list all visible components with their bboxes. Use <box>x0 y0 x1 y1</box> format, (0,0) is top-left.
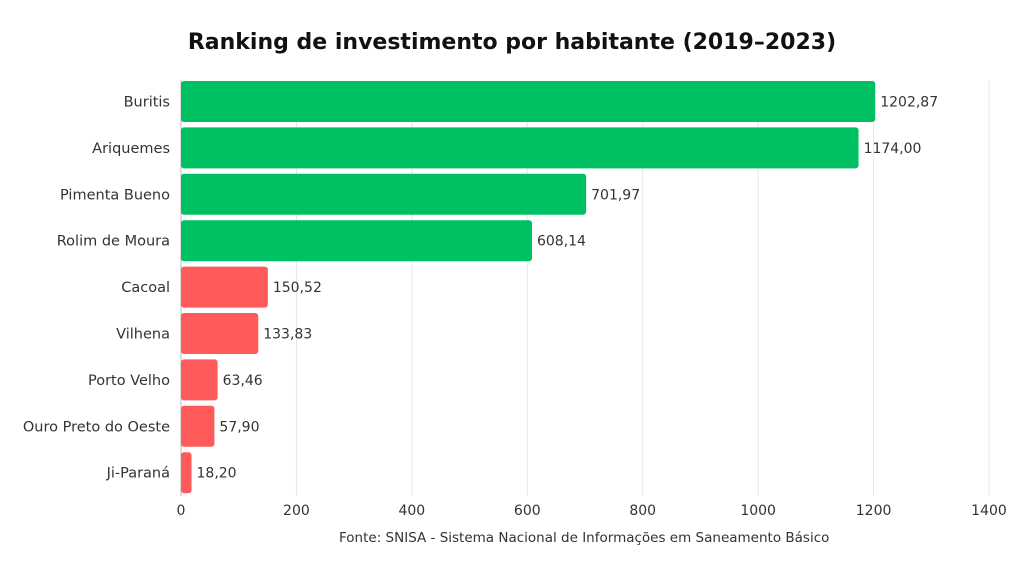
bar-ariquemes <box>181 127 859 169</box>
bar-rolim-de-moura <box>181 220 532 262</box>
category-label: Ouro Preto do Oeste <box>23 419 170 435</box>
x-tick-label: 200 <box>283 503 310 519</box>
x-tick-label: 0 <box>177 503 186 519</box>
category-label: Ji-Paraná <box>106 466 170 482</box>
bars <box>181 81 876 494</box>
value-label: 608,14 <box>537 234 586 250</box>
value-label: 1202,87 <box>880 95 938 111</box>
x-tick-label: 800 <box>629 503 656 519</box>
bar-porto-velho <box>181 359 218 401</box>
x-tick-label: 1400 <box>971 503 1007 519</box>
category-label: Rolim de Moura <box>57 234 170 250</box>
chart-source: Fonte: SNISA - Sistema Nacional de Infor… <box>339 530 830 546</box>
bar-ouro-preto-do-oeste <box>181 405 215 447</box>
chart-title: Ranking de investimento por habitante (2… <box>187 30 837 55</box>
x-tick-label: 400 <box>398 503 425 519</box>
category-label: Pimenta Bueno <box>60 187 170 203</box>
bar-ji-paran- <box>181 452 192 494</box>
category-label: Cacoal <box>121 280 170 296</box>
value-label: 1174,00 <box>864 141 922 157</box>
bar-pimenta-bueno <box>181 173 587 215</box>
bar-vilhena <box>181 313 259 354</box>
category-label: Buritis <box>124 95 170 111</box>
category-label: Porto Velho <box>88 373 170 389</box>
value-label: 63,46 <box>223 373 263 389</box>
value-label: 57,90 <box>219 419 259 435</box>
value-label: 18,20 <box>197 466 237 482</box>
value-label: 133,83 <box>263 327 312 343</box>
labels: 0 200 400 600 800 1000 1200 1400 Buritis 1202,87 A… <box>23 95 1007 520</box>
value-label: 701,97 <box>591 187 640 203</box>
category-label: Ariquemes <box>92 141 170 157</box>
value-label: 150,52 <box>273 280 322 296</box>
x-tick-label: 1200 <box>856 503 892 519</box>
bar-cacoal <box>181 266 268 308</box>
x-tick-label: 1000 <box>740 503 776 519</box>
x-tick-label: 600 <box>514 503 541 519</box>
bar-buritis <box>181 81 876 122</box>
category-label: Vilhena <box>116 327 170 343</box>
